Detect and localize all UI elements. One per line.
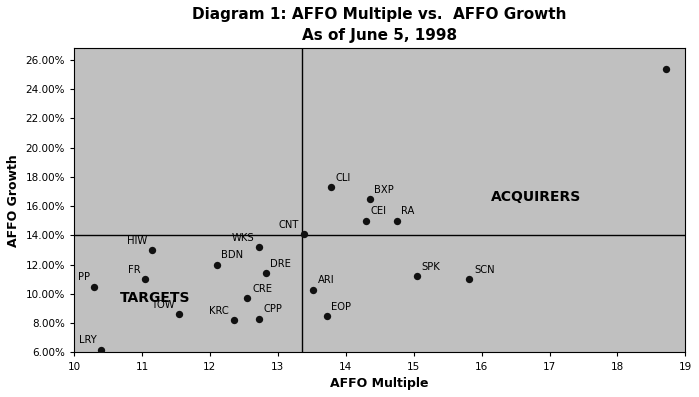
X-axis label: AFFO Multiple: AFFO Multiple (331, 377, 429, 390)
Text: FR: FR (128, 265, 140, 275)
Text: WKS: WKS (231, 233, 254, 243)
Y-axis label: AFFO Growth: AFFO Growth (7, 154, 20, 247)
Text: TOW: TOW (151, 300, 175, 310)
Point (325, 184, 336, 191)
Point (174, 311, 185, 318)
Point (661, 66, 672, 72)
Point (89, 283, 100, 290)
Text: DRE: DRE (271, 259, 291, 269)
Point (412, 273, 423, 279)
Text: HIW: HIW (127, 236, 147, 246)
Text: SPK: SPK (422, 262, 440, 272)
Point (228, 317, 239, 324)
Point (140, 276, 151, 283)
Text: RA: RA (401, 206, 415, 216)
Point (253, 316, 264, 322)
Point (308, 286, 319, 293)
Point (364, 196, 375, 202)
Point (464, 276, 475, 283)
Text: BXP: BXP (374, 185, 394, 195)
Point (211, 262, 222, 268)
Point (260, 270, 271, 277)
Point (391, 218, 403, 224)
Text: CNT: CNT (278, 220, 299, 229)
Text: CPP: CPP (264, 304, 282, 314)
Text: SCN: SCN (474, 265, 495, 275)
Point (298, 231, 309, 237)
Point (361, 218, 372, 224)
Text: CLI: CLI (336, 173, 351, 183)
Text: LRY: LRY (79, 335, 96, 345)
Point (321, 313, 332, 319)
Text: ACQUIRERS: ACQUIRERS (491, 191, 581, 204)
Text: CEI: CEI (371, 206, 387, 216)
Text: ARI: ARI (318, 275, 335, 285)
Point (253, 244, 264, 251)
Title: Diagram 1: AFFO Multiple vs.  AFFO Growth
As of June 5, 1998: Diagram 1: AFFO Multiple vs. AFFO Growth… (192, 7, 567, 43)
Text: BDN: BDN (222, 251, 243, 260)
Text: TARGETS: TARGETS (120, 291, 191, 305)
Text: PP: PP (78, 272, 89, 282)
Text: EOP: EOP (331, 302, 352, 312)
Text: CRE: CRE (252, 284, 272, 294)
Point (96, 346, 107, 353)
Point (242, 295, 253, 302)
Text: KRC: KRC (209, 306, 229, 316)
Point (147, 247, 158, 253)
